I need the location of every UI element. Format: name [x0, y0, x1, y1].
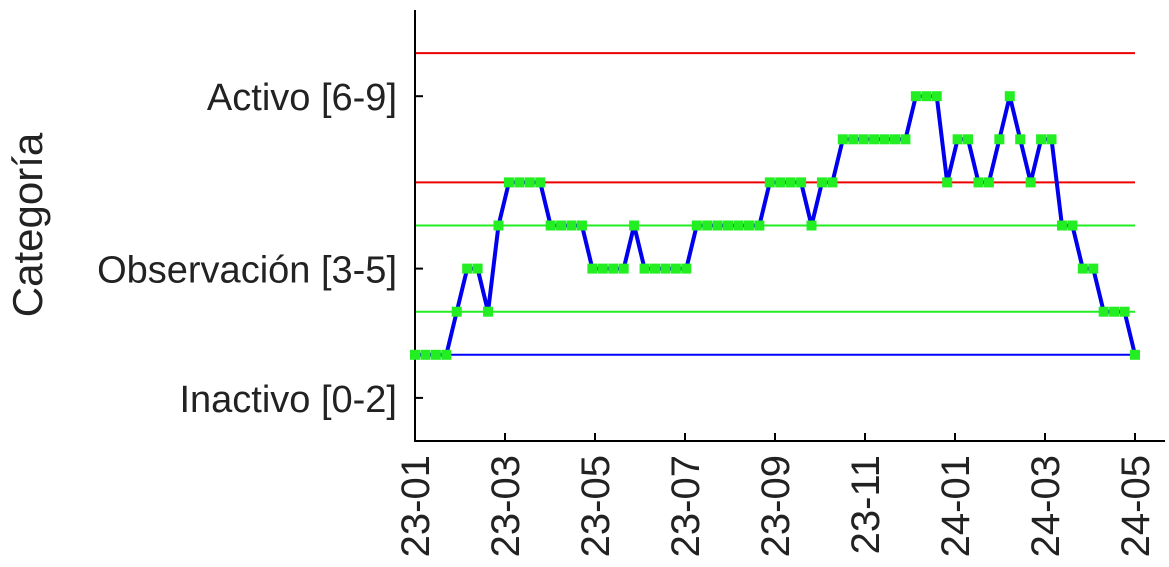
data-point [691, 220, 702, 231]
data-point [827, 177, 838, 188]
data-point [524, 177, 535, 188]
x-tick-label: 24-05 [1114, 455, 1158, 557]
data-point [597, 263, 608, 274]
x-tick-label: 23-11 [844, 455, 888, 554]
data-point [858, 134, 869, 145]
x-tick-label: 24-03 [1024, 455, 1068, 557]
data-point [451, 306, 462, 317]
data-point [608, 263, 619, 274]
data-point [1130, 349, 1140, 360]
x-tick-label: 23-03 [484, 455, 528, 557]
data-point [712, 220, 723, 231]
data-line [415, 94, 1137, 357]
data-point [1056, 220, 1067, 231]
x-tick-label: 23-07 [664, 455, 708, 557]
data-point [900, 134, 911, 145]
data-point [1067, 220, 1078, 231]
data-point [869, 134, 880, 145]
data-point [890, 134, 900, 145]
data-point [1046, 134, 1057, 145]
x-tick-label: 24-01 [934, 455, 978, 557]
data-point [723, 220, 734, 231]
y-axis-label: Categoría [4, 132, 51, 317]
data-point [994, 134, 1005, 145]
data-point [921, 91, 932, 102]
data-point [462, 263, 473, 274]
data-point [952, 134, 963, 145]
data-point [1098, 306, 1109, 317]
data-point [973, 177, 984, 188]
data-point [942, 177, 953, 188]
data-point [1004, 91, 1015, 102]
data-point [587, 263, 598, 274]
data-point [660, 263, 671, 274]
x-tick-label: 23-05 [574, 455, 618, 557]
data-point [430, 349, 441, 360]
data-point [514, 177, 525, 188]
data-point [670, 263, 681, 274]
data-point [775, 177, 786, 188]
data-point [535, 177, 546, 188]
data-point [983, 177, 994, 188]
data-point [764, 177, 775, 188]
data-point [441, 349, 452, 360]
data-point [410, 349, 420, 360]
y-tick-label: Inactivo [0-2] [179, 379, 397, 421]
x-tick-label: 23-09 [754, 455, 798, 557]
data-point [629, 220, 640, 231]
data-point [503, 177, 514, 188]
data-point [618, 263, 629, 274]
data-point [743, 220, 754, 231]
data-point [702, 220, 713, 231]
data-point [1036, 134, 1047, 145]
data-point [1077, 263, 1088, 274]
data-point [1015, 134, 1026, 145]
data-point [910, 91, 921, 102]
data-point [879, 134, 890, 145]
data-point [1025, 177, 1036, 188]
data-point [1119, 306, 1130, 317]
y-tick-label: Observación [3-5] [97, 250, 397, 292]
data-point [785, 177, 796, 188]
data-point [1109, 306, 1120, 317]
data-point [639, 263, 650, 274]
data-point [1088, 263, 1099, 274]
data-point [848, 134, 859, 145]
data-point [556, 220, 567, 231]
data-point [650, 263, 660, 274]
y-tick-label: Activo [6-9] [207, 77, 397, 119]
data-point [806, 220, 817, 231]
data-point [545, 220, 556, 231]
data-point [796, 177, 807, 188]
data-point [576, 220, 587, 231]
data-point [931, 91, 942, 102]
data-point [816, 177, 827, 188]
data-point [837, 134, 848, 145]
data-point [483, 306, 494, 317]
data-point [963, 134, 974, 145]
data-point [566, 220, 577, 231]
data-point [493, 220, 504, 231]
data-point [420, 349, 431, 360]
data-point [472, 263, 483, 274]
data-point [754, 220, 765, 231]
data-point [681, 263, 692, 274]
data-point [733, 220, 744, 231]
x-tick-label: 23-01 [394, 455, 438, 557]
